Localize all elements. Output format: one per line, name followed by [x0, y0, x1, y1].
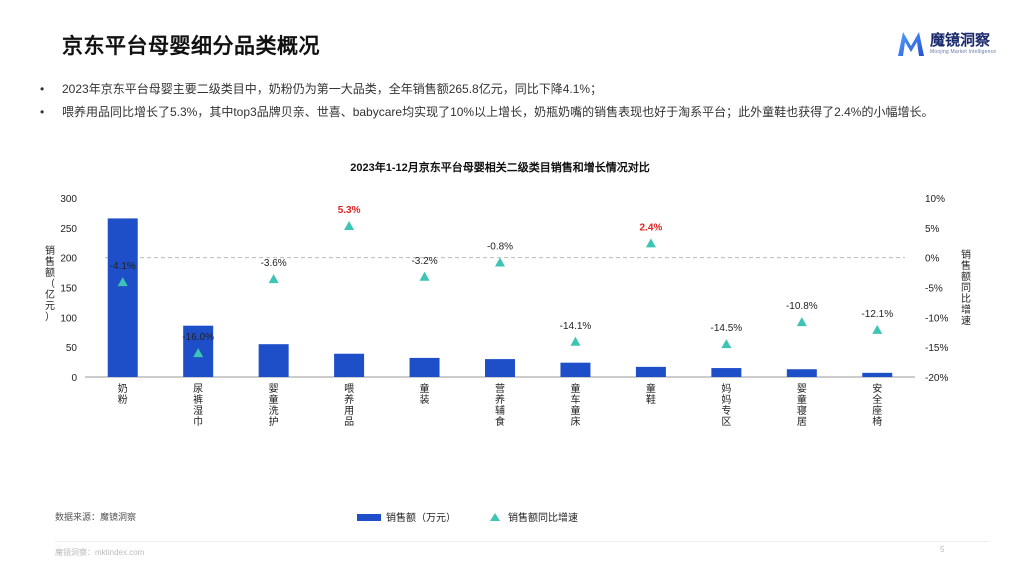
y-left-tick-label: 150 — [60, 284, 77, 295]
growth-data-label: 5.3% — [338, 205, 361, 216]
growth-data-label: -4.1% — [110, 261, 136, 272]
x-tick-label: 喂养用品 — [344, 383, 354, 428]
bullet-text: 2023年京东平台母婴主要二级类目中，奶粉仍为第一大品类，全年销售额265.8亿… — [62, 82, 603, 96]
growth-marker-3 — [344, 221, 355, 231]
bar-sales-6 — [560, 362, 591, 377]
legend-marker-label: 销售额同比增速 — [508, 511, 578, 524]
bullet-item: • 喂养用品同比增长了5.3%，其中top3品牌贝亲、世喜、babycare均实… — [40, 101, 990, 124]
y-right-tick-label: -20% — [925, 373, 948, 384]
x-tick-label: 婴童洗护 — [269, 383, 279, 428]
x-tick-label: 安全座椅 — [872, 382, 882, 428]
growth-marker-9 — [796, 317, 807, 327]
growth-data-label: -14.1% — [560, 321, 592, 332]
page-number: 5 — [940, 545, 945, 554]
y-right-tick-label: 10% — [925, 194, 945, 205]
x-tick-label: 婴童寝居 — [797, 383, 807, 428]
growth-marker-6 — [570, 336, 581, 346]
growth-marker-8 — [721, 339, 732, 349]
chart-title: 2023年1-12月京东平台母婴相关二级类目销售和增长情况对比 — [350, 160, 650, 174]
y-right-tick-label: 5% — [925, 224, 940, 235]
legend-bar-label: 销售额（万元） — [386, 511, 456, 524]
y-left-axis-title: 销售额（亿元） — [45, 244, 55, 323]
data-source: 数据来源：魔镜洞察 — [55, 512, 137, 522]
logo-name: 魔镜洞察 — [930, 31, 991, 49]
growth-marker-0 — [117, 277, 128, 287]
x-tick-label: 营养辅食 — [495, 382, 505, 428]
growth-marker-5 — [495, 257, 505, 267]
footer-site: 魔镜洞察：mktindex.com — [55, 548, 145, 557]
bar-sales-3 — [334, 353, 365, 377]
growth-data-label: -14.5% — [711, 323, 743, 334]
bar-sales-2 — [258, 344, 289, 377]
growth-data-label: -0.8% — [487, 241, 513, 252]
growth-data-label: -3.6% — [261, 258, 287, 269]
y-left-tick-label: 250 — [60, 224, 77, 235]
y-right-tick-label: 0% — [925, 254, 940, 265]
bullet-dot: • — [40, 105, 45, 119]
growth-data-label: -10.8% — [786, 301, 818, 312]
x-tick-label: 奶粉 — [118, 383, 128, 406]
summary-bullets: • 2023年京东平台母婴主要二级类目中，奶粉仍为第一大品类，全年销售额265.… — [40, 78, 990, 124]
growth-data-label: -12.1% — [861, 309, 893, 320]
growth-marker-1 — [193, 348, 204, 358]
x-tick-label: 童装 — [420, 382, 430, 406]
x-tick-label: 童鞋 — [646, 382, 656, 406]
bar-sales-4 — [409, 357, 440, 377]
x-tick-label: 妈妈专区 — [721, 382, 731, 428]
bar-sales-9 — [786, 369, 817, 377]
y-left-tick-label: 300 — [60, 194, 77, 205]
footer-divider — [55, 541, 990, 542]
brand-logo: 魔镜洞察 Moojing Market Intelligence — [896, 30, 996, 58]
bullet-text: 喂养用品同比增长了5.3%，其中top3品牌贝亲、世喜、babycare均实现了… — [62, 105, 934, 119]
bullet-dot: • — [40, 82, 45, 96]
growth-data-label: -16.0% — [182, 332, 214, 343]
y-left-tick-label: 100 — [60, 313, 77, 324]
legend-marker-swatch — [490, 513, 500, 521]
y-left-tick-label: 50 — [66, 343, 78, 354]
growth-marker-7 — [645, 238, 656, 248]
bar-sales-10 — [862, 372, 893, 377]
y-right-tick-label: -15% — [925, 343, 948, 354]
y-right-tick-label: -5% — [925, 284, 943, 295]
bullet-item: • 2023年京东平台母婴主要二级类目中，奶粉仍为第一大品类，全年销售额265.… — [40, 78, 990, 101]
logo-m-icon — [898, 32, 924, 56]
logo-subtitle: Moojing Market Intelligence — [930, 48, 997, 55]
bar-sales-5 — [485, 359, 515, 377]
x-tick-label: 童车童床 — [570, 382, 580, 428]
growth-marker-4 — [419, 271, 430, 281]
y-left-tick-label: 0 — [71, 373, 77, 384]
bar-sales-0 — [107, 218, 138, 377]
page-title: 京东平台母婴细分品类概况 — [62, 35, 320, 58]
bar-sales-8 — [711, 368, 742, 377]
y-left-tick-label: 200 — [60, 254, 77, 265]
x-tick-label: 尿裤湿巾 — [193, 383, 203, 428]
growth-marker-2 — [268, 274, 279, 284]
growth-data-label: -3.2% — [411, 256, 437, 267]
y-right-tick-label: -10% — [925, 313, 948, 324]
growth-marker-10 — [872, 324, 883, 334]
growth-data-label: 2.4% — [640, 222, 663, 233]
legend-bar-swatch — [357, 514, 381, 521]
bar-sales-7 — [635, 366, 666, 377]
y-right-axis-title: 销售额同比增速 — [961, 248, 971, 327]
